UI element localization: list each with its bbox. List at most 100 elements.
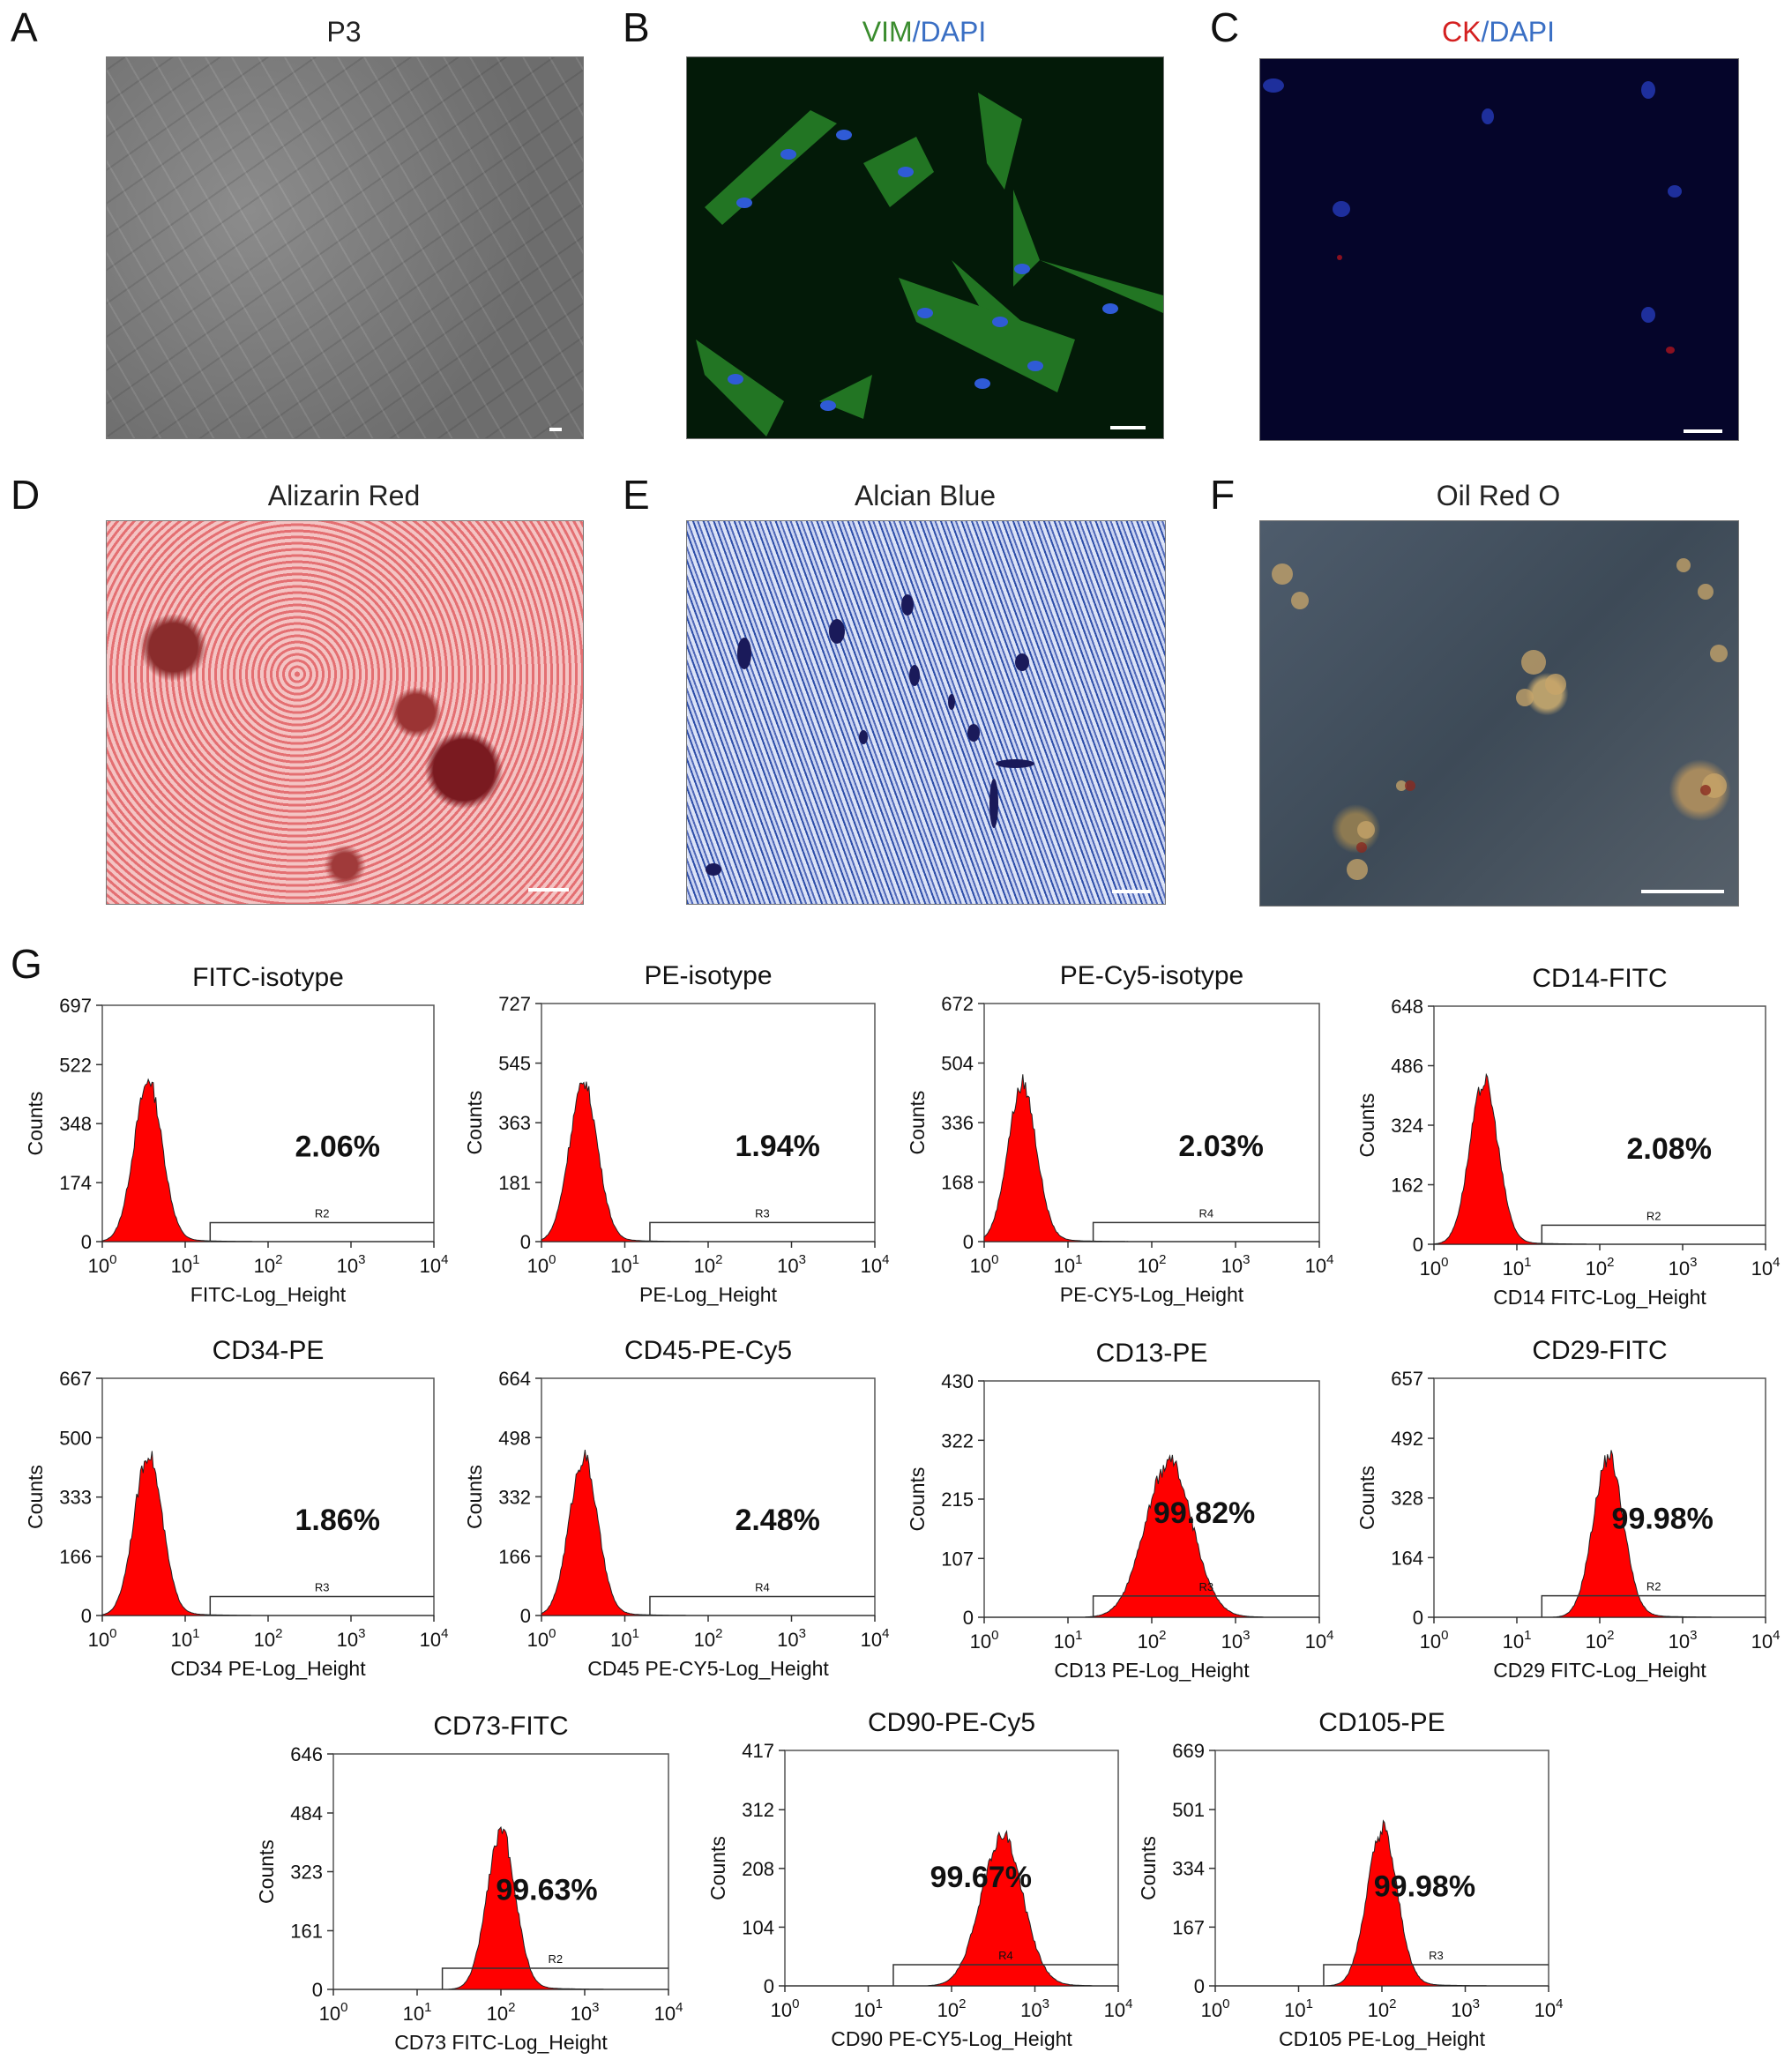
gate-label: R2 <box>315 1207 330 1220</box>
chart-title: CD13-PE <box>1096 1339 1208 1368</box>
y-tick-label: 363 <box>498 1112 531 1134</box>
histogram-chart: PE-Cy5-isotype 0 168 336 504 672 100 101 102 103 1… <box>906 961 1333 1306</box>
dapi-label: DAPI <box>920 16 987 48</box>
y-tick-label: 215 <box>941 1489 974 1511</box>
gate-label: R4 <box>998 1949 1013 1962</box>
gate-label: R3 <box>315 1580 330 1593</box>
y-axis-label: Counts <box>463 1465 486 1529</box>
x-tick-label: 101 <box>1503 1628 1532 1653</box>
y-tick-label: 164 <box>1391 1547 1423 1569</box>
x-tick-label: 104 <box>1104 1996 1133 2021</box>
x-tick-label: 102 <box>1586 1628 1615 1653</box>
y-tick-label: 328 <box>1391 1488 1423 1510</box>
x-tick-label: 101 <box>1054 1628 1083 1653</box>
panel-letter-g: G <box>11 941 42 987</box>
x-tick-label: 104 <box>1305 1628 1334 1653</box>
y-tick-label: 0 <box>963 1231 974 1253</box>
y-tick-label: 500 <box>59 1427 92 1449</box>
y-tick-label: 492 <box>1391 1428 1423 1450</box>
gate-label: R4 <box>755 1580 770 1593</box>
histogram-series <box>983 1074 1319 1242</box>
gate-label: R2 <box>1646 1580 1661 1593</box>
panel-title-alizarin-red: Alizarin Red <box>267 480 421 511</box>
x-axis-label: PE-CY5-Log_Height <box>1060 1283 1244 1306</box>
y-tick-label: 0 <box>81 1605 92 1627</box>
x-tick-label: 102 <box>694 1626 723 1651</box>
x-tick-label: 102 <box>1586 1255 1615 1280</box>
y-tick-label: 0 <box>1194 1975 1205 1997</box>
y-tick-label: 430 <box>941 1370 974 1392</box>
x-tick-label: 103 <box>777 1626 806 1651</box>
panel-letter-c: C <box>1210 4 1240 50</box>
x-tick-label: 104 <box>861 1252 890 1277</box>
y-tick-label: 167 <box>1172 1916 1205 1938</box>
percent-label: 99.82% <box>1154 1496 1255 1530</box>
x-tick-label: 100 <box>1420 1628 1449 1653</box>
y-tick-label: 498 <box>498 1427 531 1449</box>
y-tick-label: 181 <box>498 1172 531 1194</box>
x-tick-label: 103 <box>1020 1996 1049 2021</box>
x-tick-label: 102 <box>937 1996 967 2021</box>
x-tick-label: 101 <box>403 2000 432 2025</box>
x-tick-label: 103 <box>1669 1255 1698 1280</box>
y-axis-label: Counts <box>906 1467 929 1532</box>
y-tick-label: 107 <box>941 1548 974 1570</box>
percent-label: 2.03% <box>1178 1130 1263 1163</box>
x-tick-label: 100 <box>970 1252 999 1277</box>
percent-label: 1.86% <box>295 1504 380 1537</box>
y-tick-label: 323 <box>290 1862 323 1884</box>
panel-title-p3: P3 <box>326 16 362 48</box>
x-axis-label: CD105 PE-Log_Height <box>1279 2027 1486 2050</box>
x-tick-label: 100 <box>1201 1996 1230 2021</box>
chart-title: CD105-PE <box>1318 1708 1445 1737</box>
x-tick-label: 104 <box>420 1252 449 1277</box>
panel-letter-a: A <box>11 4 38 50</box>
histogram-chart: FITC-isotype 0 174 348 522 697 100 101 102 103 104… <box>24 963 448 1306</box>
x-tick-label: 103 <box>571 2000 600 2025</box>
y-axis-label: Counts <box>255 1839 278 1904</box>
x-axis-label: CD13 PE-Log_Height <box>1054 1659 1250 1682</box>
x-tick-label: 104 <box>654 2000 683 2025</box>
panel-letter-e: E <box>623 472 650 518</box>
panel-title-vim-dapi: VIM/DAPI <box>686 16 1162 49</box>
panel-title-ck-dapi: CK/DAPI <box>1259 16 1737 49</box>
x-axis-label: FITC-Log_Height <box>190 1283 347 1306</box>
x-tick-label: 102 <box>1368 1996 1397 2021</box>
ck-label: CK <box>1441 16 1482 48</box>
scale-bar <box>549 428 562 431</box>
y-tick-label: 667 <box>59 1368 92 1390</box>
x-tick-label: 103 <box>777 1252 806 1277</box>
y-tick-label: 648 <box>1391 996 1423 1018</box>
percent-label: 99.98% <box>1374 1870 1475 1904</box>
x-tick-label: 104 <box>861 1626 890 1651</box>
oil-red-o-image <box>1259 520 1739 907</box>
scale-bar <box>1110 426 1146 429</box>
gate-marker <box>209 1595 434 1616</box>
x-tick-label: 102 <box>254 1626 283 1651</box>
y-tick-label: 486 <box>1391 1056 1423 1078</box>
x-axis-label: CD14 FITC-Log_Height <box>1493 1286 1706 1309</box>
scale-bar <box>1112 890 1151 893</box>
y-tick-label: 168 <box>941 1172 974 1194</box>
histogram-series <box>541 1450 875 1616</box>
x-tick-label: 103 <box>337 1252 366 1277</box>
percent-label: 2.06% <box>295 1131 380 1164</box>
histogram-chart: CD29-FITC 0 164 328 492 657 100 101 102 103 104 CD2… <box>1355 1336 1780 1682</box>
x-tick-label: 102 <box>254 1252 283 1277</box>
x-tick-label: 103 <box>1669 1628 1698 1653</box>
y-tick-label: 697 <box>59 995 92 1017</box>
scale-bar <box>528 888 569 892</box>
percent-label: 2.48% <box>735 1504 819 1537</box>
x-tick-label: 104 <box>1534 1996 1564 2021</box>
chart-title: PE-isotype <box>644 961 772 990</box>
x-tick-label: 103 <box>1451 1996 1480 2021</box>
gate-marker <box>1541 1224 1766 1244</box>
y-tick-label: 312 <box>742 1799 774 1821</box>
chart-title: CD29-FITC <box>1532 1336 1667 1365</box>
y-axis-label: Counts <box>1355 1093 1378 1158</box>
chart-title: CD73-FITC <box>433 1712 568 1741</box>
histogram-chart: CD90-PE-Cy5 0 104 208 312 417 100 101 102 103 104 C… <box>706 1708 1132 2050</box>
y-axis-label: Counts <box>463 1091 486 1155</box>
y-tick-label: 522 <box>59 1054 92 1076</box>
